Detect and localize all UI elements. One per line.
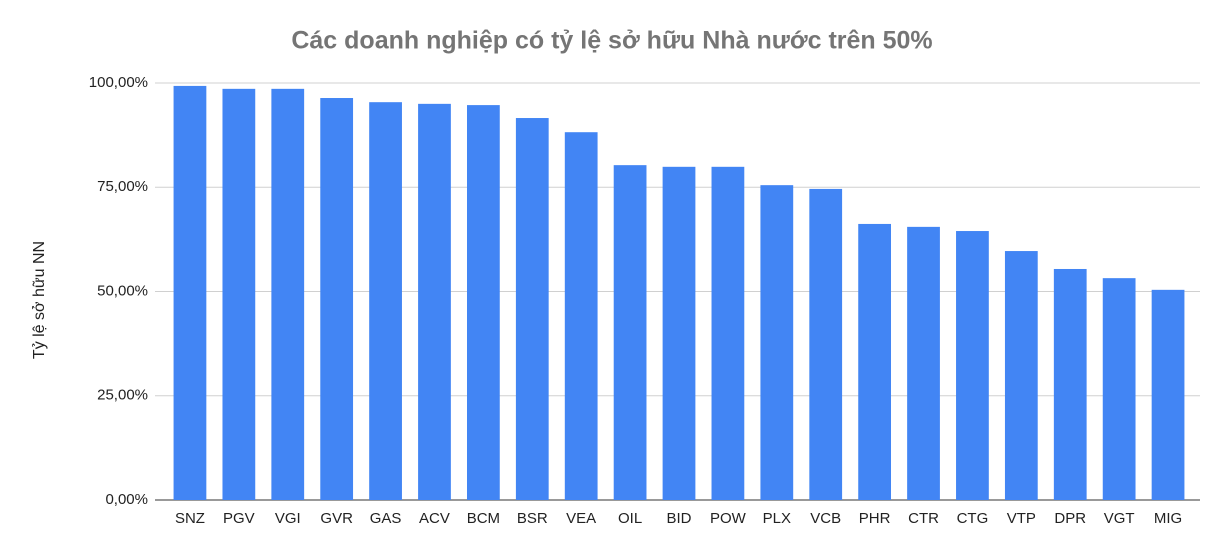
bar bbox=[271, 88, 305, 500]
x-tick-label: VTP bbox=[1007, 510, 1036, 527]
x-tick-label: BID bbox=[666, 510, 691, 527]
x-tick-label: BCM bbox=[467, 510, 500, 527]
x-tick-label: PLX bbox=[763, 510, 791, 527]
bar bbox=[662, 166, 696, 500]
bar bbox=[1151, 289, 1185, 500]
bar bbox=[711, 166, 745, 500]
bar bbox=[907, 226, 940, 501]
x-tick-label: ACV bbox=[419, 510, 450, 527]
bar bbox=[858, 223, 892, 501]
bar bbox=[1102, 278, 1136, 500]
y-tick-label: 25,00% bbox=[97, 387, 148, 404]
y-tick-label: 50,00% bbox=[97, 282, 148, 299]
x-tick-label: OIL bbox=[618, 510, 642, 527]
x-tick-label: DPR bbox=[1054, 510, 1086, 527]
y-axis-title: Tỷ lệ sở hữu NN bbox=[31, 241, 48, 359]
bar bbox=[809, 188, 843, 500]
bar bbox=[369, 102, 402, 500]
chart-title: Các doanh nghiệp có tỷ lệ sở hữu Nhà nướ… bbox=[291, 27, 932, 55]
x-tick-label: GVR bbox=[320, 510, 353, 527]
x-tick-label: POW bbox=[710, 510, 747, 527]
x-tick-label: SNZ bbox=[175, 510, 205, 527]
x-tick-label: MIG bbox=[1154, 510, 1182, 527]
bar bbox=[515, 118, 549, 500]
x-tick-label: VGI bbox=[275, 510, 301, 527]
bar bbox=[173, 85, 207, 500]
x-tick-label: CTG bbox=[957, 510, 989, 527]
bar bbox=[956, 231, 989, 500]
bar bbox=[1004, 251, 1038, 500]
x-tick-label: BSR bbox=[517, 510, 548, 527]
bar bbox=[466, 105, 500, 500]
x-tick-label: VCB bbox=[810, 510, 841, 527]
x-tick-label: VGT bbox=[1104, 510, 1135, 527]
bar bbox=[564, 132, 598, 500]
bar bbox=[320, 98, 354, 501]
bar bbox=[760, 185, 794, 501]
bar bbox=[222, 88, 256, 500]
x-tick-label: CTR bbox=[908, 510, 939, 527]
bar bbox=[613, 165, 647, 501]
x-tick-label: PGV bbox=[223, 510, 255, 527]
bar bbox=[418, 103, 451, 500]
bar bbox=[1053, 268, 1087, 500]
x-tick-label: GAS bbox=[370, 510, 402, 527]
x-tick-label: VEA bbox=[566, 510, 596, 527]
y-tick-label: 0,00% bbox=[105, 491, 148, 508]
y-tick-label: 75,00% bbox=[97, 178, 148, 195]
x-tick-label: PHR bbox=[859, 510, 891, 527]
y-tick-label: 100,00% bbox=[89, 74, 148, 91]
